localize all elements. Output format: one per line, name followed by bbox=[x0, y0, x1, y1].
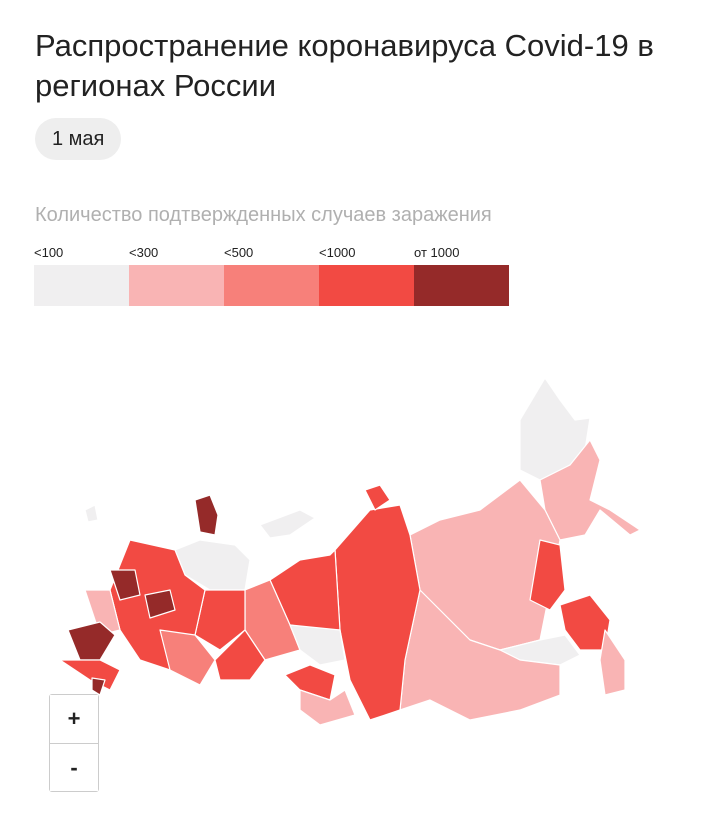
region bbox=[91, 677, 106, 696]
region bbox=[334, 504, 421, 721]
legend-label: <100 bbox=[34, 245, 64, 260]
region bbox=[214, 629, 266, 681]
legend-label: <1000 bbox=[319, 245, 356, 260]
zoom-control: + - bbox=[49, 694, 99, 792]
legend-item: <1000 bbox=[319, 245, 414, 307]
date-badge: 1 мая bbox=[35, 118, 122, 160]
region bbox=[299, 689, 356, 726]
legend-title: Количество подтвержденных случаев зараже… bbox=[35, 204, 492, 226]
region bbox=[194, 494, 219, 536]
region bbox=[364, 484, 391, 511]
region bbox=[529, 539, 566, 611]
region bbox=[519, 377, 591, 481]
legend-label: от 1000 bbox=[414, 245, 460, 260]
zoom-in[interactable]: + bbox=[50, 695, 98, 743]
region bbox=[289, 624, 346, 666]
region bbox=[84, 589, 121, 636]
region bbox=[84, 504, 99, 523]
region bbox=[59, 659, 121, 691]
legend-label: <300 bbox=[129, 245, 159, 260]
legend: <100 <300 <500 <1000 от 1000 bbox=[34, 245, 510, 307]
region bbox=[159, 629, 216, 686]
legend-swatch bbox=[129, 265, 224, 306]
legend-item: от 1000 bbox=[414, 245, 509, 307]
legend-swatch bbox=[224, 265, 319, 306]
legend-swatch bbox=[319, 265, 414, 306]
region bbox=[284, 664, 336, 701]
legend-item: <500 bbox=[224, 245, 319, 307]
legend-item: <300 bbox=[129, 245, 224, 307]
region bbox=[109, 569, 141, 601]
region bbox=[67, 621, 116, 661]
region bbox=[144, 589, 176, 619]
legend-item: <100 bbox=[34, 245, 129, 307]
legend-label: <500 bbox=[224, 245, 254, 260]
map bbox=[59, 377, 641, 726]
region bbox=[259, 509, 316, 539]
legend-swatch bbox=[34, 265, 129, 306]
legend-swatch bbox=[414, 265, 509, 306]
title: Распространение коронавируса Covid-19 в … bbox=[35, 28, 654, 103]
region bbox=[599, 629, 626, 696]
zoom-out[interactable]: - bbox=[50, 743, 98, 791]
